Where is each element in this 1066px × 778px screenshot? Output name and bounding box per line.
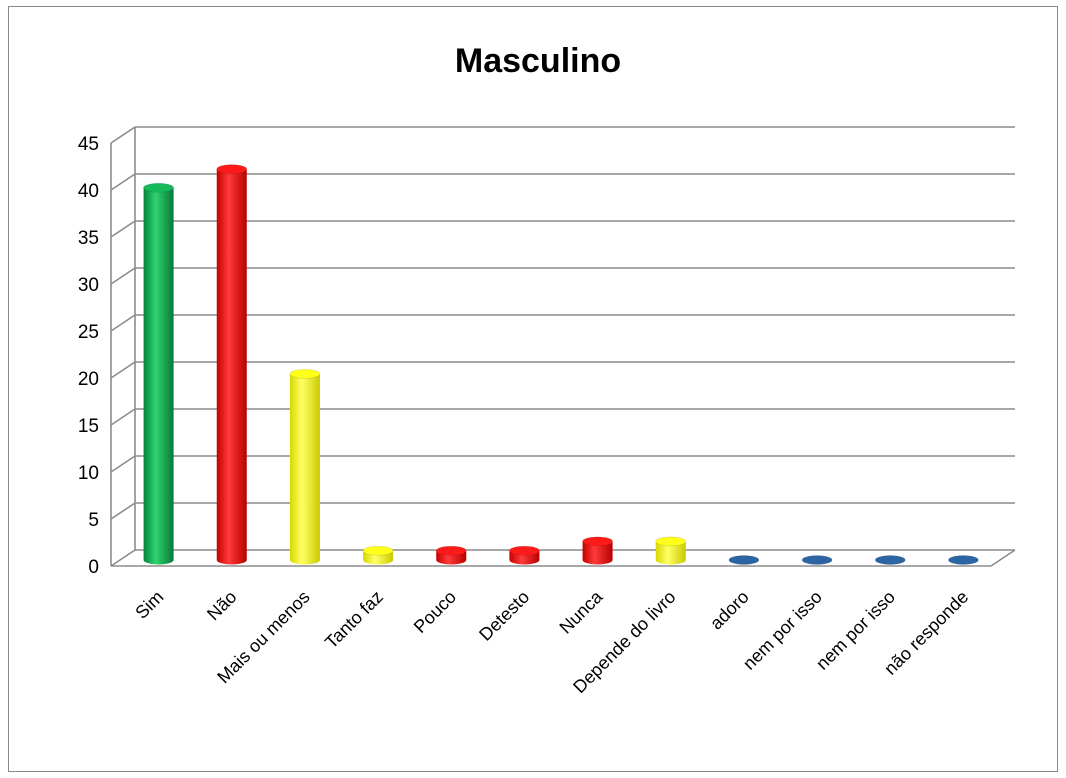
y-tick-label: 40 xyxy=(78,181,99,202)
bar-body xyxy=(216,169,247,565)
bar-top xyxy=(874,555,906,565)
bar xyxy=(728,555,760,565)
side-wall-line xyxy=(110,314,136,332)
gridlines xyxy=(110,126,1015,567)
x-tick-label: Nunca xyxy=(555,586,607,638)
bar-body xyxy=(655,541,686,565)
y-tick-labels: 0 5 10 15 20 25 30 35 40 45 xyxy=(78,134,99,578)
bars xyxy=(143,164,979,565)
y-tick-label: 20 xyxy=(78,369,99,390)
side-wall-line xyxy=(110,126,136,144)
bar xyxy=(509,545,540,565)
x-tick-label: Pouco xyxy=(410,587,460,637)
bar-top xyxy=(435,545,467,556)
bar xyxy=(143,182,174,565)
bar-body xyxy=(143,187,174,565)
bar xyxy=(948,555,979,565)
chart-frame xyxy=(8,6,1058,772)
bar-top xyxy=(801,555,833,565)
x-tick-label: adoro xyxy=(706,587,753,634)
chart-title: Masculino xyxy=(455,42,621,80)
bar-top xyxy=(582,536,613,547)
bar-top xyxy=(655,536,687,547)
bar-body xyxy=(289,373,320,565)
bar-top xyxy=(728,555,760,565)
x-tick-label: Não xyxy=(203,587,240,624)
bar xyxy=(289,369,321,565)
bar xyxy=(362,545,394,565)
y-tick-label: 0 xyxy=(88,557,99,578)
y-tick-label: 10 xyxy=(78,463,99,484)
y-tick-label: 30 xyxy=(78,275,99,296)
bar xyxy=(655,536,687,565)
x-tick-label: Detesto xyxy=(475,587,533,645)
bar-body xyxy=(582,541,613,565)
axes xyxy=(110,127,1016,567)
bar-top xyxy=(362,545,394,556)
side-wall-line xyxy=(110,408,136,426)
y-tick-label: 15 xyxy=(78,416,99,437)
bar-top xyxy=(216,164,248,174)
bar-top xyxy=(948,555,979,565)
side-wall-line xyxy=(110,267,136,285)
x-tick-label: Sim xyxy=(131,587,167,623)
bar xyxy=(435,545,467,565)
side-wall-line xyxy=(110,220,136,238)
bar xyxy=(874,555,906,565)
bar-top xyxy=(143,182,174,193)
side-wall-line xyxy=(110,173,136,191)
bar xyxy=(582,536,613,565)
x-tick-label: Tanto faz xyxy=(321,587,387,653)
bar xyxy=(801,555,833,565)
y-tick-label: 5 xyxy=(88,510,99,531)
y-tick-label: 45 xyxy=(78,134,99,155)
y-tick-label: 25 xyxy=(78,322,99,343)
side-wall-line xyxy=(110,502,136,520)
bar-top xyxy=(509,545,540,556)
side-wall-line xyxy=(110,455,136,473)
floor-right-edge xyxy=(990,549,1016,567)
side-wall-line xyxy=(110,361,136,379)
y-tick-label: 35 xyxy=(78,228,99,249)
bar-top xyxy=(289,369,321,379)
side-wall-line xyxy=(110,549,136,567)
bar xyxy=(216,164,248,565)
